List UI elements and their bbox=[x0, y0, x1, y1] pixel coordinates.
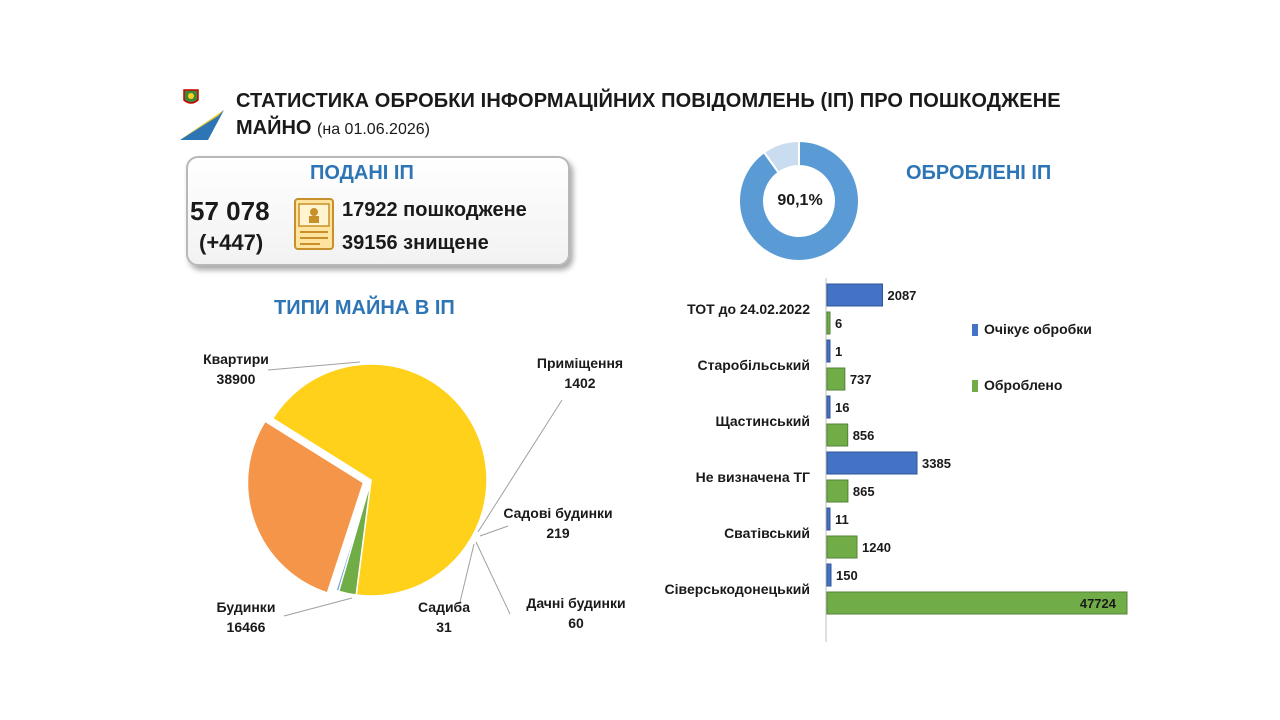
submitted-title: ПОДАНІ ІП bbox=[310, 162, 414, 184]
page-title-line2: МАЙНО (на 01.06.2026) bbox=[236, 117, 430, 140]
bar-value-label: 11 bbox=[835, 512, 849, 527]
damaged-count: 17922 пошкоджене bbox=[342, 199, 527, 221]
donut-remaining-segment bbox=[762, 139, 800, 174]
pie-label-value: 60 bbox=[568, 615, 584, 631]
legend-label: Очікує обробки bbox=[984, 321, 1092, 337]
bar-value-label: 1 bbox=[835, 344, 842, 359]
processing-bar-chart: ТОТ до 24.02.2022 2087 6 Старобільський 1 737… bbox=[665, 278, 1128, 642]
bar-pending bbox=[826, 283, 883, 307]
bar-processed bbox=[826, 423, 849, 447]
pie-label-value: 16466 bbox=[227, 619, 266, 635]
pie-label-value: 38900 bbox=[217, 371, 256, 387]
pie-label-category: Садиба bbox=[418, 599, 470, 615]
pie-label-value: 219 bbox=[546, 525, 570, 541]
bar-category-label: Сватівський bbox=[724, 525, 810, 541]
legend-swatch bbox=[972, 324, 978, 336]
pie-label-category: Квартири bbox=[203, 351, 269, 367]
pie-leader-line bbox=[477, 399, 563, 533]
processed-donut bbox=[738, 139, 860, 262]
legend-swatch bbox=[972, 380, 978, 392]
bar-category-label: ТОТ до 24.02.2022 bbox=[687, 301, 810, 317]
submitted-card bbox=[186, 156, 570, 266]
bar-processed bbox=[826, 367, 846, 391]
bar-processed bbox=[826, 535, 858, 559]
submitted-delta: (+447) bbox=[199, 230, 264, 255]
bar-pending bbox=[826, 563, 832, 587]
pie-label-value: 1402 bbox=[564, 375, 595, 391]
legend-label: Оброблено bbox=[984, 377, 1062, 393]
title-word: МАЙНО bbox=[236, 117, 312, 139]
property-types-title: ТИПИ МАЙНА В ІП bbox=[274, 297, 455, 319]
document-icon bbox=[294, 198, 334, 250]
pie-leader-line bbox=[479, 525, 509, 537]
pie-leader-line bbox=[283, 597, 353, 617]
submitted-total: 57 078 bbox=[190, 196, 270, 226]
bar-category-label: Сіверськодонецький bbox=[665, 581, 810, 597]
bar-value-label: 3385 bbox=[922, 456, 951, 471]
pie-leader-line bbox=[459, 543, 475, 603]
bar-value-label: 856 bbox=[853, 428, 875, 443]
bar-pending bbox=[826, 507, 831, 531]
property-types-pie: Квартири 38900 Приміщення 1402 Садові будинк… bbox=[203, 351, 626, 635]
destroyed-count: 39156 знищене bbox=[342, 232, 489, 254]
bar-pending bbox=[826, 395, 831, 419]
pie-label-category: Будинки bbox=[217, 599, 276, 615]
page-title-line1: СТАТИСТИКА ОБРОБКИ ІНФОРМАЦІЙНИХ ПОВІДОМ… bbox=[236, 90, 1061, 112]
bar-value-label: 150 bbox=[836, 568, 858, 583]
bar-processed bbox=[826, 479, 849, 503]
pie-slice-5 bbox=[246, 420, 365, 594]
bar-value-label: 47724 bbox=[1080, 596, 1117, 611]
pie-label-value: 31 bbox=[436, 619, 452, 635]
pie-label-category: Дачні будинки bbox=[526, 595, 625, 611]
processed-percent: 90,1% bbox=[777, 192, 823, 209]
pie-label-category: Приміщення bbox=[537, 355, 623, 371]
report-date: (на 01.06.2026) bbox=[317, 121, 430, 138]
pie-leader-line bbox=[475, 541, 511, 615]
pie-slice-4 bbox=[333, 479, 372, 592]
bar-value-label: 865 bbox=[853, 484, 875, 499]
processed-title: ОБРОБЛЕНІ ІП bbox=[906, 162, 1052, 184]
bar-category-label: Не визначена ТГ bbox=[696, 469, 810, 485]
bar-value-label: 2087 bbox=[887, 288, 916, 303]
bar-value-label: 6 bbox=[835, 316, 842, 331]
bar-value-label: 1240 bbox=[862, 540, 891, 555]
pie-leader-line bbox=[267, 361, 361, 371]
donut-processed-segment bbox=[738, 139, 860, 262]
bar-processed bbox=[826, 591, 1128, 615]
bar-value-label: 16 bbox=[835, 400, 849, 415]
bar-pending bbox=[826, 339, 831, 363]
bar-value-label: 737 bbox=[850, 372, 872, 387]
logo-icon bbox=[180, 89, 224, 140]
pie-slice-0 bbox=[271, 363, 488, 597]
bar-processed bbox=[826, 311, 831, 335]
bar-category-label: Щастинський bbox=[715, 413, 810, 429]
bar-category-label: Старобільський bbox=[697, 357, 810, 373]
bar-pending bbox=[826, 451, 918, 475]
pie-label-category: Садові будинки bbox=[503, 505, 612, 521]
